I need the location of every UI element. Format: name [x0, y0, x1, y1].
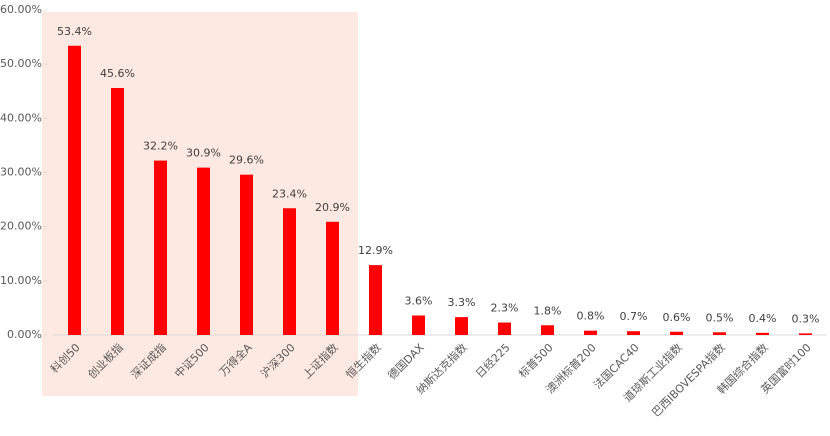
- bar: [240, 174, 253, 335]
- value-label: 20.9%: [315, 201, 350, 214]
- bar: [713, 332, 726, 335]
- y-tick-label: 0.00%: [7, 328, 42, 341]
- x-tick-label: 标普500: [515, 340, 555, 380]
- bar: [541, 325, 554, 335]
- value-label: 1.8%: [534, 304, 562, 317]
- bar: [584, 330, 597, 335]
- bar: [326, 221, 339, 335]
- y-tick-label: 50.00%: [0, 57, 42, 70]
- y-tick-label: 10.00%: [0, 274, 42, 287]
- y-tick-label: 60.00%: [0, 3, 42, 16]
- bar: [197, 167, 210, 335]
- bar: [756, 332, 769, 335]
- value-label: 2.3%: [491, 302, 519, 315]
- x-tick-label: 巴西IBOVESPA指数: [649, 340, 728, 419]
- bar: [799, 333, 812, 335]
- value-label: 3.3%: [448, 296, 476, 309]
- y-tick-label: 30.00%: [0, 166, 42, 179]
- value-label: 0.5%: [706, 311, 734, 324]
- bar: [670, 331, 683, 335]
- bar: [68, 45, 81, 335]
- value-label: 32.2%: [143, 140, 178, 153]
- value-label: 53.4%: [57, 25, 92, 38]
- y-tick-label: 40.00%: [0, 111, 42, 124]
- value-label: 0.6%: [663, 311, 691, 324]
- value-label: 0.7%: [620, 310, 648, 323]
- value-label: 23.4%: [272, 187, 307, 200]
- bar: [455, 317, 468, 335]
- value-label: 0.8%: [577, 310, 605, 323]
- value-label: 30.9%: [186, 147, 221, 160]
- x-tick-label: 日经225: [473, 341, 513, 381]
- y-tick-label: 20.00%: [0, 220, 42, 233]
- value-label: 0.4%: [749, 312, 777, 325]
- bar: [283, 208, 296, 335]
- value-label: 29.6%: [229, 154, 264, 167]
- value-label: 45.6%: [100, 67, 135, 80]
- x-tick-label: 德国DAX: [385, 340, 427, 382]
- bar: [498, 322, 511, 335]
- value-label: 0.3%: [792, 312, 820, 325]
- bar: [412, 315, 425, 335]
- value-label: 3.6%: [405, 295, 433, 308]
- bar: [369, 265, 382, 335]
- value-label: 12.9%: [358, 244, 393, 257]
- bar: [154, 160, 167, 335]
- bar: [627, 331, 640, 335]
- bar: [111, 88, 124, 335]
